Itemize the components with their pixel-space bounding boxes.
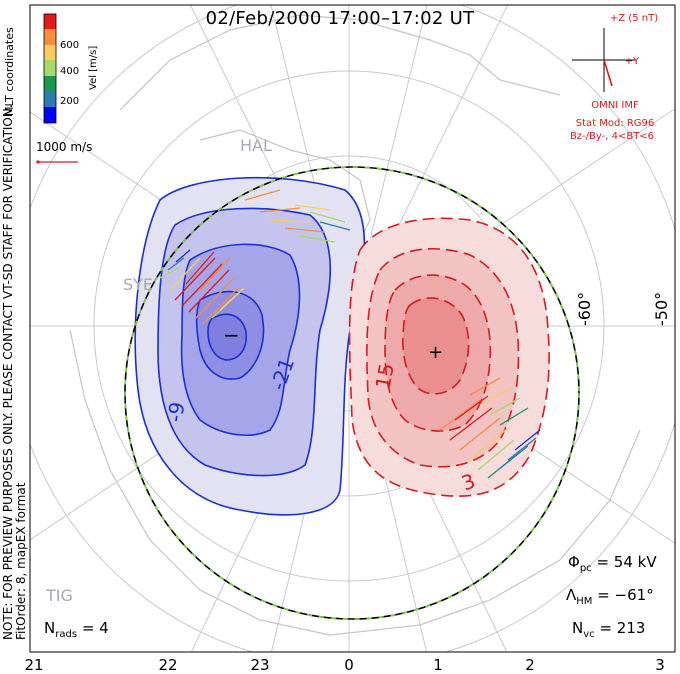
imf-y-label: +Y: [624, 56, 640, 67]
mlt-label-23: 23: [250, 656, 270, 674]
mlt-label-1: 1: [433, 656, 443, 674]
svg-text:+: +: [428, 342, 443, 363]
disclaimer-text: NOTE: FOR PREVIEW PURPOSES ONLY. PLEASE …: [1, 104, 15, 640]
station-hal: HAL: [240, 136, 272, 155]
n-vc-value: = 213: [599, 619, 646, 637]
imf-dial: [572, 28, 636, 92]
n-vc-symbol: Nvc: [572, 619, 595, 640]
reference-vector-label: 1000 m/s: [36, 140, 93, 154]
mlt-label-0: 0: [344, 656, 354, 674]
station-sye: SYE: [123, 275, 154, 294]
coastline: [69, 14, 641, 636]
imf-z-label: +Z (5 nT): [609, 13, 659, 24]
colorbar-tick-200: 200: [60, 96, 80, 107]
imf-source: OMNI IMF: [591, 100, 639, 111]
svg-text:−: −: [223, 323, 240, 347]
fit-order-text: FitOrder: 8, mapEX format: [14, 482, 28, 640]
n-rads-stat: Nrads = 4: [44, 619, 109, 640]
mlt-label-3: 3: [655, 656, 665, 674]
negative-potential-cell: −: [134, 176, 366, 516]
mlt-label-22: 22: [158, 656, 178, 674]
lambda-hm-stat: ΛHM = −61°: [566, 586, 654, 607]
imf-model: Stat Mod: RG96: [575, 118, 655, 129]
colorbar-tick-600: 600: [60, 40, 80, 51]
phi-pc-value: = 54 kV: [596, 553, 657, 571]
imf-conditions: Bz-/By-, 4<BT<6: [569, 131, 655, 142]
mlt-label-2: 2: [525, 656, 535, 674]
station-tig: TIG: [46, 586, 73, 605]
contour-label-neg9: -9: [162, 400, 190, 424]
colorbar-label: Vel [m/s]: [88, 45, 99, 90]
mlt-label-21: 21: [24, 656, 44, 674]
latitude-label-50: -50°: [652, 291, 671, 326]
velocity-vectors: [159, 189, 541, 479]
latitude-label-60: -60°: [575, 291, 594, 326]
positive-potential-cell: +: [348, 217, 550, 497]
phi-pc-symbol: Φpc: [568, 553, 592, 574]
contour-label-15: 15: [370, 361, 399, 391]
plot-frame: [29, 4, 676, 653]
n-rads-symbol: Nrads: [44, 619, 78, 640]
colorbar: [43, 13, 57, 124]
map-title: 02/Feb/2000 17:00–17:02 UT: [205, 8, 475, 29]
n-rads-value: = 4: [81, 619, 109, 637]
phi-pc-stat: Φpc = 54 kV: [568, 553, 657, 574]
hm-boundary-dashes: [124, 166, 580, 620]
colorbar-tick-400: 400: [60, 66, 80, 77]
lambda-hm-symbol: ΛHM: [566, 586, 593, 607]
lambda-hm-value: = −61°: [597, 586, 654, 604]
coordinates-label: MLT coordinates: [3, 27, 16, 116]
n-vc-stat: Nvc = 213: [572, 619, 645, 640]
reference-vector-dot: [36, 160, 40, 164]
